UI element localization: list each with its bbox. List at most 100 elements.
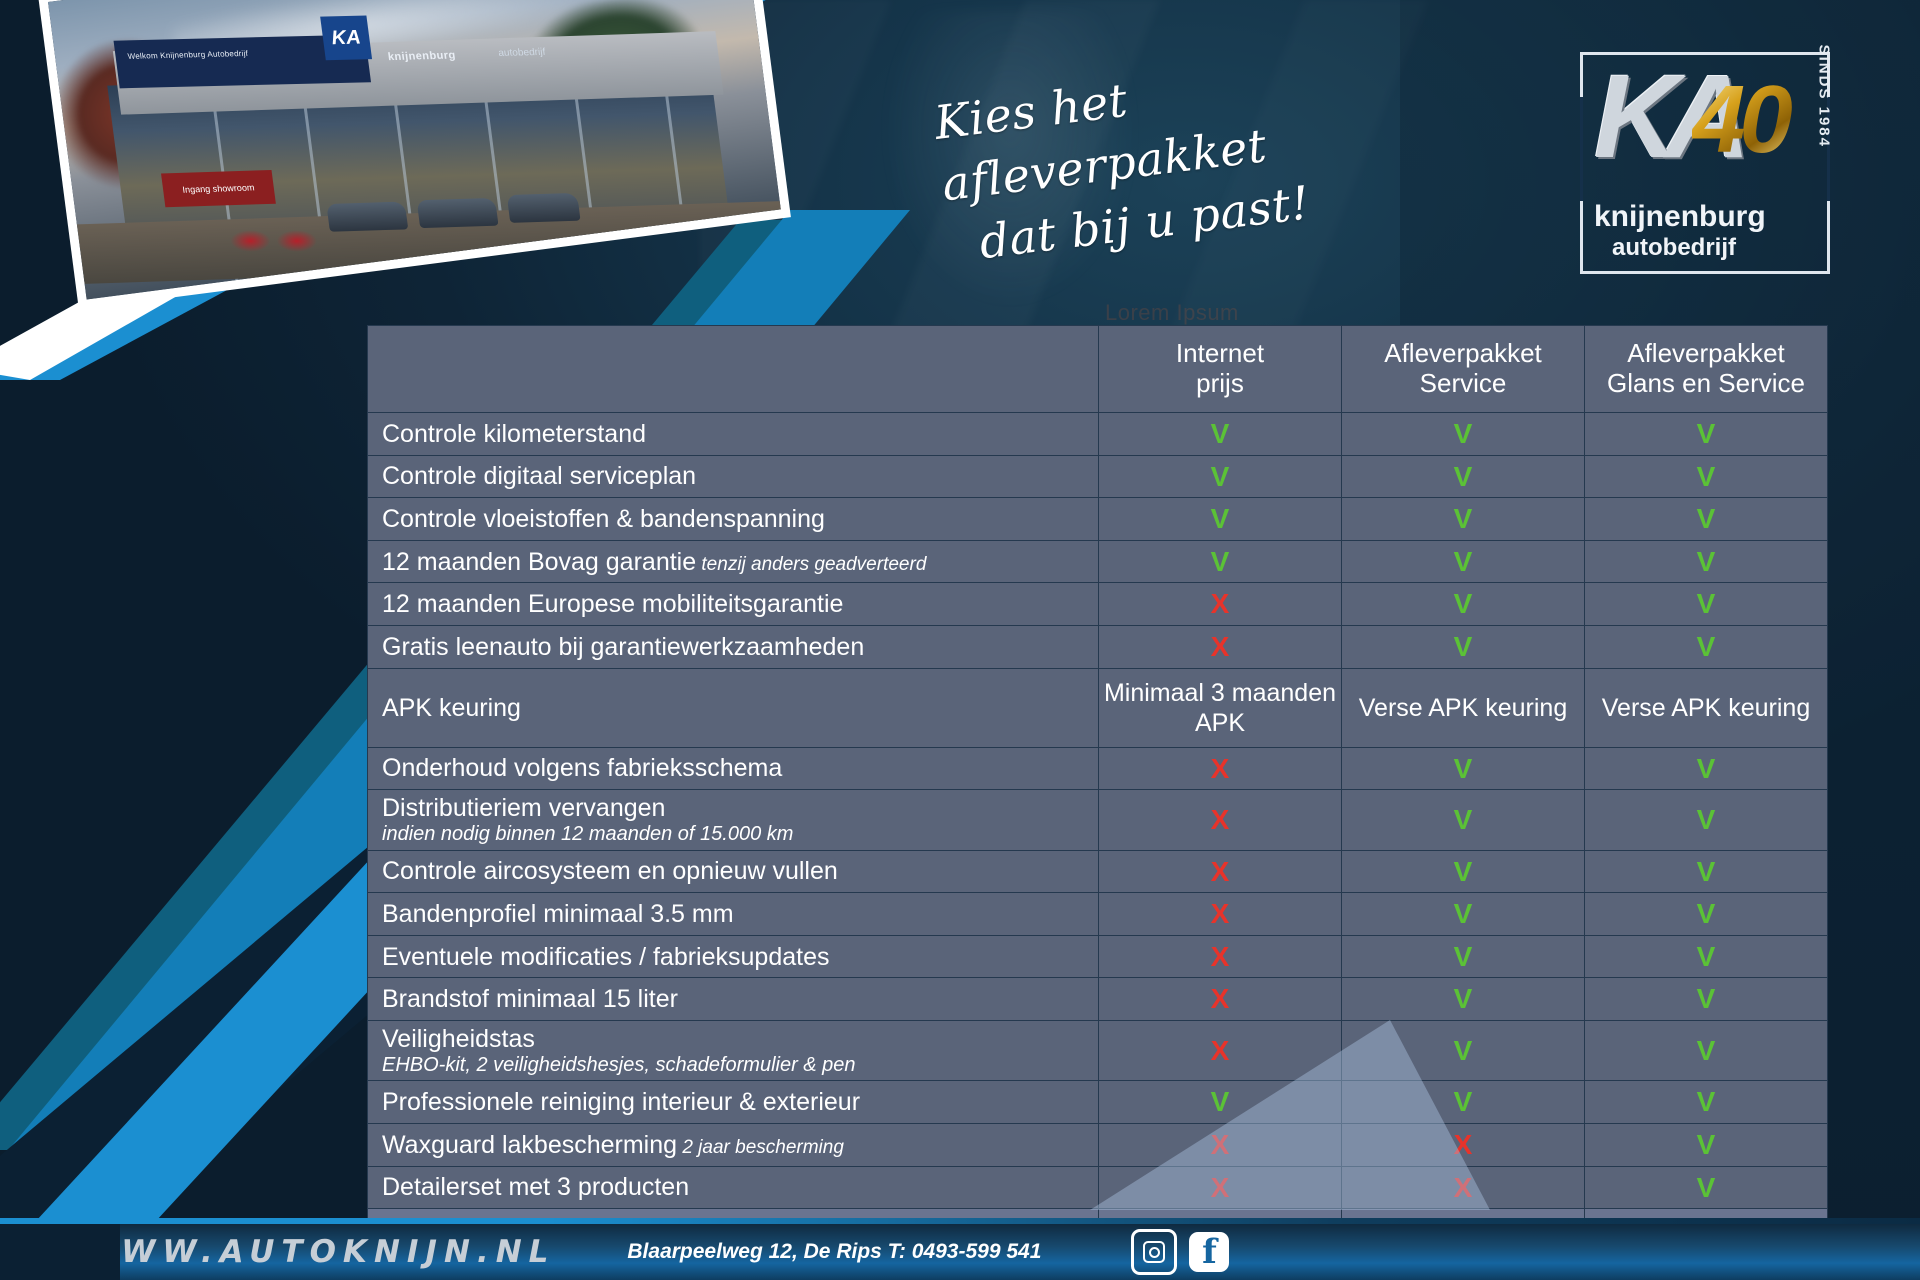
showroom-photo: Welkom Knijnenburg Autobedrijf KA knijne…	[48, 0, 781, 300]
cell-included: V	[1584, 1165, 1828, 1210]
photo-logo-badge: KA	[320, 15, 373, 61]
check-icon: V	[1696, 898, 1716, 930]
cross-icon: X	[1210, 855, 1230, 887]
row-label-note: tenzij anders geadverteerd	[696, 553, 927, 575]
check-icon: V	[1696, 1171, 1716, 1203]
row-label-cell: Eventuele modificaties / fabrieksupdates	[367, 934, 1099, 979]
check-icon: V	[1696, 983, 1716, 1015]
table-row: Professionele reiniging interieur & exte…	[367, 1080, 1828, 1124]
check-icon: V	[1696, 1034, 1716, 1066]
row-label: Controle aircosysteem en opnieuw vullen	[382, 857, 838, 886]
check-icon: V	[1453, 940, 1473, 972]
logo-anniversary-40: 40	[1692, 56, 1820, 184]
row-label: 12 maanden Europese mobiliteitsgarantie	[382, 590, 844, 619]
check-icon: V	[1696, 630, 1716, 662]
table-row: 12 maanden Bovag garantie tenzij anders …	[367, 539, 1828, 584]
header-col-afleverpakket-service: Afleverpakket Service	[1341, 325, 1585, 413]
cell-excluded: X	[1098, 624, 1342, 669]
row-label-cell: Controle aircosysteem en opnieuw vullen	[367, 849, 1099, 894]
row-label-cell: Bandenprofiel minimaal 3.5 mm	[367, 892, 1099, 936]
check-icon: V	[1696, 460, 1716, 492]
cell-included: V	[1584, 892, 1828, 936]
cell-excluded: X	[1098, 582, 1342, 626]
company-logo: KA 40 knijnenburg autobedrijf SINDS 1984	[1580, 45, 1832, 274]
header-col-line-1: Afleverpakket	[1627, 338, 1785, 369]
check-icon: V	[1696, 418, 1716, 449]
cell-text-value: Verse APK keuring	[1341, 667, 1585, 748]
cell-included: V	[1584, 582, 1828, 626]
logo-ka-text: KA	[1594, 51, 1750, 183]
check-icon: V	[1453, 898, 1473, 930]
cross-icon: X	[1210, 588, 1230, 620]
check-icon: V	[1696, 752, 1716, 784]
cross-icon: X	[1210, 1171, 1230, 1203]
logo-company-subtitle: autobedrijf	[1612, 234, 1736, 261]
cell-included: V	[1584, 746, 1828, 791]
cell-included: V	[1098, 539, 1342, 584]
cell-excluded: X	[1098, 1165, 1342, 1210]
cell-included: V	[1584, 497, 1828, 541]
cell-included: V	[1341, 849, 1585, 894]
cell-excluded: X	[1098, 892, 1342, 936]
row-label: Onderhoud volgens fabrieksschema	[382, 754, 783, 783]
table-row: Gratis leenauto bij garantiewerkzaamhede…	[367, 624, 1828, 669]
row-label-cell: Controle kilometerstand	[367, 412, 1099, 456]
check-icon: V	[1453, 1086, 1473, 1118]
check-icon: V	[1453, 752, 1473, 784]
row-label-cell: APK keuring	[367, 667, 1099, 748]
facebook-icon[interactable]: f	[1189, 1232, 1230, 1272]
cross-icon: X	[1210, 630, 1230, 662]
cell-excluded: X	[1098, 789, 1342, 851]
table-row: Controle vloeistoffen & bandenspanning V V…	[367, 497, 1828, 541]
check-icon: V	[1696, 1086, 1716, 1118]
footer-social-links: f	[1131, 1229, 1230, 1275]
check-icon: V	[1210, 503, 1230, 535]
table-row: Onderhoud volgens fabrieksschema X V V	[367, 746, 1828, 791]
check-icon: V	[1696, 545, 1716, 577]
table-row: Controle kilometerstand V V V	[367, 412, 1828, 456]
row-label: Controle kilometerstand	[382, 419, 647, 448]
background-photo-glow	[880, 10, 1140, 310]
photo-brand-text: knijnenburg	[387, 49, 457, 64]
footer-website[interactable]: WWW.AUTOKNIJN.NL	[80, 1234, 556, 1270]
row-label-note: 2 jaar bescherming	[677, 1136, 844, 1158]
logo-since-text: SINDS 1984	[1815, 44, 1832, 148]
cross-icon: X	[1453, 1128, 1473, 1160]
table-body: Internet prijs Afleverpakket Service Afl…	[367, 325, 1828, 1279]
cell-excluded: X	[1341, 1165, 1585, 1210]
cell-included: V	[1341, 454, 1585, 499]
logo-company-name: knijnenburg	[1594, 200, 1766, 233]
header-col-line-2: Service	[1419, 368, 1507, 398]
row-label-subnote: EHBO-kit, 2 veiligheidshesjes, schadefor…	[382, 1053, 856, 1076]
row-label: Eventuele modificaties / fabrieksupdates	[382, 942, 830, 971]
cell-included: V	[1341, 789, 1585, 851]
check-icon: V	[1696, 1128, 1716, 1160]
cell-included: V	[1584, 789, 1828, 851]
cross-icon: X	[1210, 1034, 1230, 1066]
row-label: Waxguard lakbescherming	[382, 1130, 678, 1159]
cell-included: V	[1584, 539, 1828, 584]
row-label: 12 maanden Bovag garantie	[382, 547, 697, 576]
table-row: Waxguard lakbescherming 2 jaar beschermi…	[367, 1122, 1828, 1167]
photo-flowers	[275, 229, 319, 253]
check-icon: V	[1453, 983, 1473, 1015]
cell-excluded: X	[1341, 1122, 1585, 1167]
photo-car	[416, 197, 499, 229]
cross-icon: X	[1210, 983, 1230, 1015]
check-icon: V	[1696, 804, 1716, 836]
instagram-icon[interactable]	[1131, 1229, 1178, 1275]
cell-included: V	[1584, 977, 1828, 1021]
cross-icon: X	[1210, 940, 1230, 972]
cell-excluded: X	[1098, 1122, 1342, 1167]
cell-included: V	[1584, 624, 1828, 669]
row-label: Gratis leenauto bij garantiewerkzaamhede…	[382, 632, 865, 661]
check-icon: V	[1696, 940, 1716, 972]
cell-included: V	[1341, 934, 1585, 979]
check-icon: V	[1453, 460, 1473, 492]
table-row: Bandenprofiel minimaal 3.5 mm X V V	[367, 892, 1828, 936]
header-col-line-2: prijs	[1196, 368, 1244, 398]
row-label: Controle digitaal serviceplan	[382, 462, 697, 491]
check-icon: V	[1453, 630, 1473, 662]
cell-included: V	[1341, 582, 1585, 626]
check-icon: V	[1453, 545, 1473, 577]
